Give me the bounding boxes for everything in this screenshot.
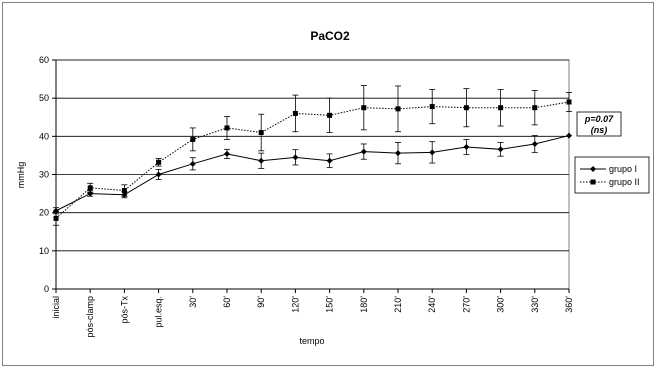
plot-area: 0 10 20 30 40 50 60 inicial pós-clamp pós-Tx pul.… xyxy=(39,55,574,338)
data-point-grupo-ii xyxy=(190,136,196,142)
y-axis-label: mmHg xyxy=(16,162,26,189)
data-point-grupo-ii xyxy=(463,105,469,111)
x-tick-label: inicial xyxy=(51,296,61,319)
x-axis-ticks: inicial pós-clamp pós-Tx pul.esq. 30' 60' 90' 1… xyxy=(51,289,574,338)
data-point-grupo-i xyxy=(189,160,196,167)
data-point-grupo-ii xyxy=(258,130,264,136)
data-point-grupo-ii xyxy=(532,105,538,111)
data-point-grupo-ii xyxy=(429,104,435,110)
data-point-grupo-ii xyxy=(292,110,298,116)
annotation-frame xyxy=(576,111,622,137)
data-point-grupo-i xyxy=(87,190,94,197)
data-point-grupo-i xyxy=(463,144,470,151)
x-tick-label: 120' xyxy=(290,296,300,313)
annotation-ns: (ns) xyxy=(591,125,608,135)
legend: grupo I grupo II xyxy=(574,156,650,194)
chart-title: PaCO2 xyxy=(310,29,350,43)
x-tick-label: 300' xyxy=(496,296,506,313)
data-point-grupo-i xyxy=(258,157,265,164)
y-tick-label: 20 xyxy=(39,208,49,218)
y-tick-label: 0 xyxy=(44,284,49,294)
x-tick-label: 30' xyxy=(188,296,198,308)
data-point-grupo-ii xyxy=(327,112,333,118)
x-tick-label: 60' xyxy=(222,296,232,308)
data-point-grupo-ii xyxy=(224,125,230,131)
y-tick-label: 40 xyxy=(39,131,49,141)
data-point-grupo-i xyxy=(326,157,333,164)
legend-label-grupo-ii: grupo II xyxy=(609,177,640,187)
data-point-grupo-ii xyxy=(156,159,162,165)
series-line-grupo-ii xyxy=(55,101,570,219)
data-point-grupo-i xyxy=(360,148,367,155)
legend-frame xyxy=(574,156,650,194)
annotation-pvalue: p=0.07 xyxy=(584,114,614,124)
data-point-grupo-i xyxy=(395,150,401,157)
data-point-grupo-ii xyxy=(566,99,572,105)
x-tick-label: pós-Tx xyxy=(119,296,129,324)
y-axis-ticks: 0 10 20 30 40 50 60 xyxy=(39,55,56,294)
x-tick-label: pós-clamp xyxy=(85,296,95,338)
data-point-grupo-i xyxy=(53,207,59,214)
y-tick-label: 10 xyxy=(39,246,49,256)
x-tick-label: 270' xyxy=(461,296,471,313)
data-point-grupo-i xyxy=(155,171,162,178)
x-tick-label: 360' xyxy=(564,296,574,313)
data-point-grupo-i xyxy=(292,154,299,161)
y-tick-label: 50 xyxy=(39,93,49,103)
data-point-grupo-ii xyxy=(395,106,401,112)
x-tick-label: 90' xyxy=(256,296,266,308)
data-point-grupo-ii xyxy=(498,105,504,111)
data-point-grupo-i xyxy=(531,140,538,147)
x-tick-label: 210' xyxy=(393,296,403,313)
x-tick-label: 180' xyxy=(359,296,369,313)
x-tick-label: 330' xyxy=(530,296,540,313)
data-point-grupo-i xyxy=(224,150,230,157)
data-point-grupo-i xyxy=(429,149,436,156)
gridlines xyxy=(56,59,569,252)
x-tick-label: 150' xyxy=(325,296,335,313)
series-line-grupo-i xyxy=(55,135,570,212)
x-tick-label: 240' xyxy=(427,296,437,313)
x-axis-label: tempo xyxy=(299,336,324,346)
data-point-grupo-i xyxy=(497,146,504,153)
series-markers xyxy=(53,99,572,221)
data-point-grupo-ii xyxy=(121,188,127,194)
series-lines xyxy=(55,101,570,219)
data-point-grupo-ii xyxy=(87,185,93,191)
legend-label-grupo-i: grupo I xyxy=(609,164,637,174)
error-bars xyxy=(53,85,572,226)
data-point-grupo-ii xyxy=(53,215,59,221)
x-tick-label: pul.esq. xyxy=(154,296,164,328)
annotation-box: p=0.07 (ns) xyxy=(576,111,622,137)
data-point-grupo-i xyxy=(566,132,572,139)
legend-marker-grupo-ii xyxy=(590,179,596,185)
data-point-grupo-i xyxy=(121,191,128,198)
y-tick-label: 60 xyxy=(39,55,49,65)
data-point-grupo-ii xyxy=(361,105,367,111)
legend-marker-grupo-i xyxy=(590,166,596,172)
y-tick-label: 30 xyxy=(39,170,49,180)
